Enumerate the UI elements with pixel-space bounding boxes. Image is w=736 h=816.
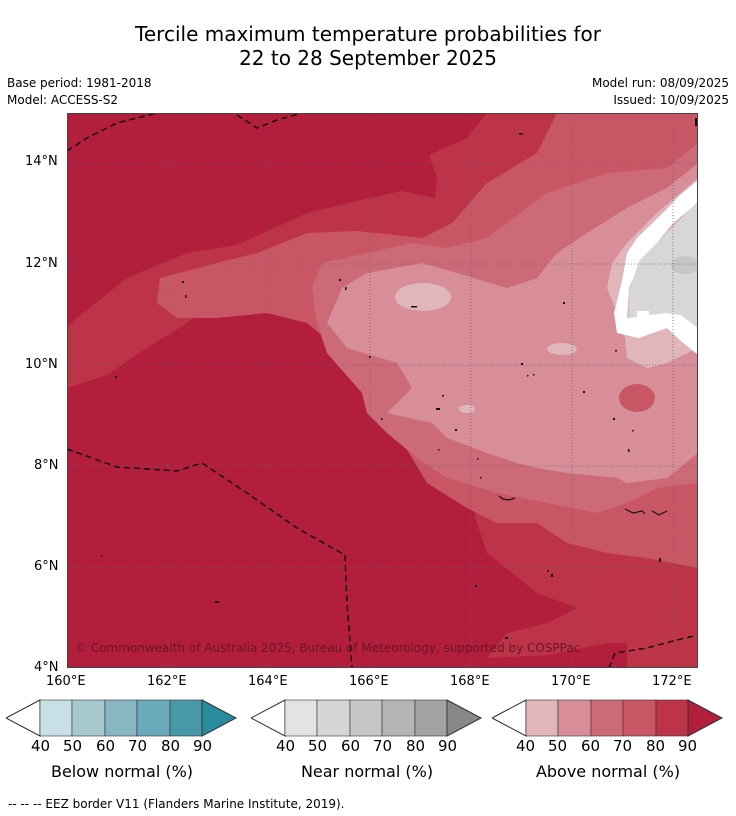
near-tick-40: 40 [276, 737, 296, 755]
lon-label-164e: 164°E [248, 674, 288, 689]
below-tick-60: 60 [96, 737, 116, 755]
shade-near-60 [671, 256, 698, 274]
model-run: Model run: 08/09/2025 [591, 76, 729, 90]
eez-footnote: -- -- -- EEZ border V11 (Flanders Marine… [8, 797, 345, 811]
lat-label-10n: 10°N [25, 357, 58, 372]
shade-above-40-tiny [459, 405, 475, 413]
near-normal-label: Near normal (%) [300, 762, 434, 781]
near-swatch-40-50 [284, 699, 318, 737]
above-swatch-40-50 [525, 699, 559, 737]
title-line-2: 22 to 28 September 2025 [239, 46, 497, 70]
above-tick-90: 90 [678, 737, 698, 755]
probability-map[interactable]: © Commonwealth of Australia 2025, Bureau… [67, 113, 698, 668]
below-swatch-60-70 [104, 699, 138, 737]
graticule [67, 113, 698, 668]
above-swatch-50-60 [557, 699, 592, 737]
below-tick-80: 80 [161, 737, 181, 755]
below-normal-label: Below normal (%) [50, 762, 194, 781]
below-swatch-70-80 [136, 699, 171, 737]
lon-label-166e: 166°E [349, 674, 389, 689]
eez-border [67, 113, 698, 668]
lat-label-8n: 8°N [34, 458, 59, 473]
below-swatch-min [6, 699, 41, 737]
above-tick-60: 60 [581, 737, 601, 755]
above-tick-80: 80 [646, 737, 666, 755]
lat-label-12n: 12°N [25, 256, 58, 271]
shade-white-band [614, 180, 698, 355]
lon-label-160e: 160°E [46, 674, 86, 689]
above-swatch-70-80 [622, 699, 657, 737]
title-line-1: Tercile maximum temperature probabilitie… [135, 22, 601, 46]
shade-near-50 [629, 201, 698, 328]
base-period: Base period: 1981-2018 [7, 76, 152, 90]
above-tick-40: 40 [516, 737, 536, 755]
islands [101, 118, 697, 639]
shade-above-70-patch [619, 384, 655, 412]
below-tick-50: 50 [63, 737, 83, 755]
near-tick-90: 90 [438, 737, 458, 755]
near-swatch-80-90 [414, 699, 448, 737]
above-normal-label: Above normal (%) [535, 762, 681, 781]
near-tick-80: 80 [406, 737, 426, 755]
below-swatch-80-90 [169, 699, 203, 737]
lon-label-172e: 172°E [652, 674, 692, 689]
below-swatch-50-60 [71, 699, 106, 737]
below-tick-70: 70 [128, 737, 148, 755]
near-swatch-max [446, 699, 483, 737]
issued-date: Issued: 10/09/2025 [613, 93, 729, 107]
lon-label-168e: 168°E [450, 674, 490, 689]
colorbar-near-normal [251, 699, 483, 737]
above-swatch-max [687, 699, 724, 737]
lon-label-162e: 162°E [147, 674, 187, 689]
above-swatch-min [492, 699, 527, 737]
near-tick-70: 70 [373, 737, 393, 755]
near-swatch-70-80 [381, 699, 416, 737]
shade-above-50 [327, 163, 698, 483]
lat-label-6n: 6°N [34, 559, 59, 574]
above-swatch-60-70 [590, 699, 624, 737]
colorbar-above-normal [492, 699, 724, 737]
above-tick-50: 50 [548, 737, 568, 755]
copyright-notice: © Commonwealth of Australia 2025, Bureau… [75, 641, 580, 655]
lat-label-14n: 14°N [25, 154, 58, 169]
shade-above-40-patch [395, 283, 451, 311]
lon-label-170e: 170°E [551, 674, 591, 689]
lat-label-4n: 4°N [34, 660, 59, 675]
colorbar-below-normal [6, 699, 238, 737]
below-tick-40: 40 [31, 737, 51, 755]
below-swatch-max [201, 699, 238, 737]
near-tick-60: 60 [341, 737, 361, 755]
near-swatch-50-60 [316, 699, 351, 737]
near-swatch-min [251, 699, 286, 737]
above-swatch-80-90 [655, 699, 689, 737]
model-name: Model: ACCESS-S2 [7, 93, 119, 107]
above-tick-70: 70 [613, 737, 633, 755]
shade-above-40-small [547, 343, 577, 355]
shade-white-patch [637, 311, 649, 319]
below-tick-90: 90 [193, 737, 213, 755]
near-tick-50: 50 [308, 737, 328, 755]
below-swatch-40-50 [39, 699, 73, 737]
near-swatch-60-70 [349, 699, 383, 737]
map-frame [67, 113, 698, 668]
